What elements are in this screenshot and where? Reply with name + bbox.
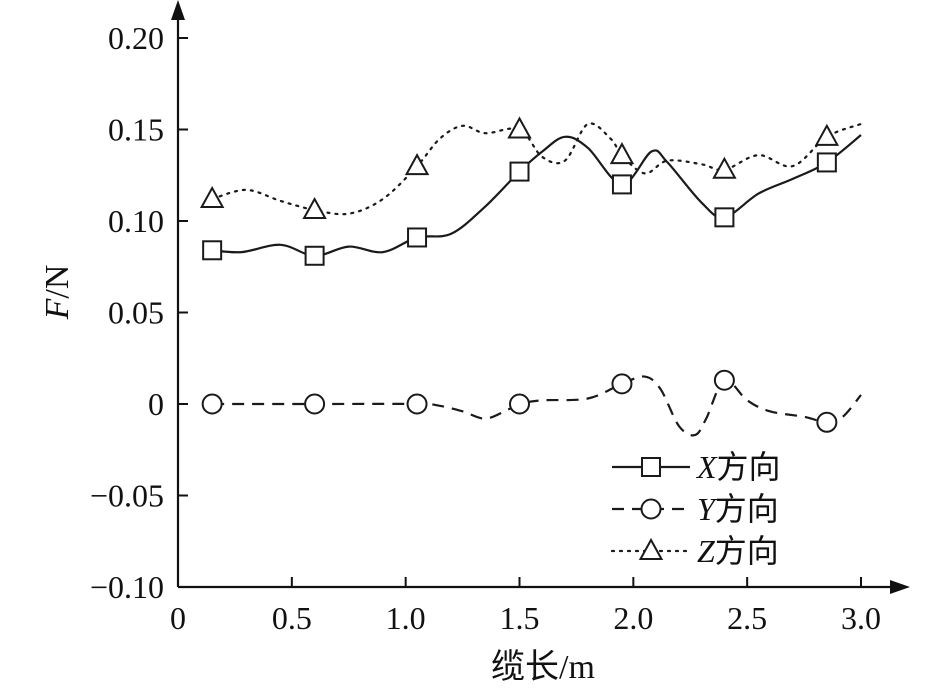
legend-marker: [638, 537, 664, 560]
y-axis-title-unit: /N: [39, 265, 76, 299]
data-point: [814, 123, 840, 146]
y-tick-label: 0.15: [108, 112, 164, 148]
legend-label-var: Y: [697, 491, 718, 527]
series-line: [212, 375, 862, 437]
legend-item-x: X方向: [612, 449, 781, 485]
series-line: [211, 122, 863, 216]
data-point: [713, 369, 735, 391]
data-point: [202, 240, 223, 261]
data-point: [407, 227, 428, 248]
y-axis-arrow: [171, 0, 185, 20]
y-axis-title: F/N: [39, 265, 76, 321]
data-point: [714, 207, 735, 228]
series-z-direction: [199, 116, 863, 220]
data-point: [509, 393, 530, 415]
legend-marker: [641, 457, 661, 477]
data-point: [406, 393, 428, 415]
y-tick-label: 0: [148, 386, 164, 422]
data-point: [611, 174, 632, 195]
y-ticks: −0.10 −0.05 0 0.05 0.10 0.15 0.20: [90, 20, 188, 605]
legend-label-text: 方向: [715, 533, 779, 569]
data-point: [507, 116, 532, 139]
data-point: [199, 185, 225, 209]
x-tick-label: 1.5: [500, 600, 540, 636]
data-point: [816, 152, 837, 173]
x-tick-label: 3.0: [841, 600, 881, 636]
data-point: [304, 393, 326, 415]
data-point: [609, 142, 635, 165]
data-point: [712, 156, 737, 179]
series-x-direction: [202, 134, 862, 266]
data-point: [404, 153, 430, 176]
y-tick-label: −0.10: [90, 569, 164, 605]
legend-item-z: Z方向: [610, 533, 779, 569]
legend-item-y: Y方向: [612, 491, 779, 527]
x-tick-label: 0.5: [272, 600, 312, 636]
x-axis-arrow: [890, 580, 910, 594]
y-axis-title-var: F: [39, 297, 76, 320]
x-axis-title: 缆长/m: [491, 648, 595, 686]
series-y-direction: [201, 369, 862, 437]
legend-marker: [640, 498, 662, 520]
data-point: [816, 411, 838, 433]
legend-label-text: 方向: [715, 491, 779, 527]
series-line: [212, 134, 862, 257]
x-ticks: 0 0.5 1.0 1.5 2.0 2.5 3.0: [170, 577, 881, 636]
legend-label: Z方向: [697, 533, 779, 569]
legend-label: Y方向: [697, 491, 779, 527]
legend-label: X方向: [695, 449, 781, 485]
x-tick-label: 0: [170, 600, 186, 636]
x-tick-label: 1.0: [386, 600, 426, 636]
x-tick-label: 2.5: [727, 600, 767, 636]
legend-label-var: Z: [697, 533, 716, 569]
y-tick-label: 0.05: [108, 295, 164, 331]
x-tick-label: 2.0: [613, 600, 653, 636]
data-point: [302, 196, 327, 220]
legend-label-var: X: [695, 449, 718, 485]
y-tick-label: −0.05: [90, 478, 164, 514]
data-point: [201, 393, 223, 415]
data-point: [611, 373, 633, 395]
series-layer: [199, 116, 863, 437]
y-tick-label: 0.20: [108, 20, 164, 56]
y-tick-label: 0.10: [108, 203, 164, 239]
legend-label-text: 方向: [717, 449, 781, 485]
data-point: [509, 161, 530, 182]
data-point: [304, 245, 325, 266]
